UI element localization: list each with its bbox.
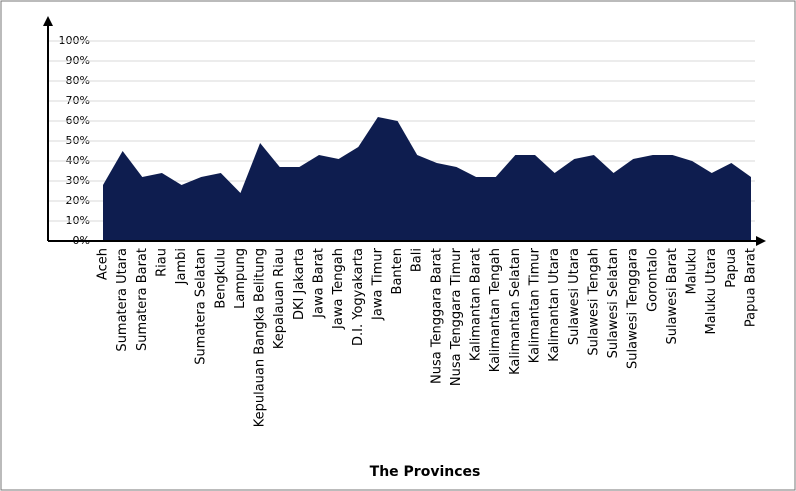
x-tick-label: Papua Barat: [744, 248, 759, 327]
x-tick-label: Papua: [724, 248, 739, 288]
x-tick-label: Sumatera Barat: [135, 248, 150, 351]
x-tick-label: Aceh: [96, 248, 111, 280]
x-tick-label: Kalimantan Barat: [469, 248, 484, 361]
x-tick-label: Gorontalo: [645, 248, 660, 312]
x-axis-label: The Provinces: [370, 464, 481, 480]
x-tick-label: Lampung: [233, 248, 248, 309]
x-tick-label: Jawa Tengah: [331, 248, 346, 330]
x-tick-label: Kalimantan Selatan: [508, 248, 523, 375]
x-tick-label: Sulawesi Tengah: [586, 248, 601, 356]
x-tick-label: Jambi: [174, 248, 189, 285]
x-tick-label: Sulawesi Tenggara: [626, 248, 641, 369]
x-tick-label: Sumatera Utara: [115, 248, 130, 352]
x-tick-label: Kalimantan Tengah: [488, 248, 503, 372]
x-tick-label: Kalimantan Utara: [547, 248, 562, 362]
x-axis-arrow: [756, 236, 766, 246]
x-tick-label: Maluku: [685, 248, 700, 294]
x-tick-label: Sulawesi Utara: [567, 248, 582, 345]
x-tick-label: Sulawesi Barat: [665, 248, 680, 345]
x-tick-label: Sumatera Selatan: [194, 248, 209, 365]
x-tick-label: Bengkulu: [213, 248, 228, 309]
x-tick-label: D.I. Yogyakarta: [351, 248, 366, 346]
x-tick-label: Kepalauan Riau: [272, 248, 287, 349]
x-tick-label: Sulawesi Selatan: [606, 248, 621, 358]
x-tick-label: Bali: [410, 248, 425, 272]
x-tick-label: Kepulauan Bangka Belitung: [253, 248, 268, 427]
x-tick-label: Nusa Tenggara Barat: [429, 248, 444, 384]
x-tick-label: Banten: [390, 248, 405, 294]
x-tick-label: Kalimantan Timur: [528, 247, 543, 363]
y-axis-arrow: [43, 16, 53, 26]
x-tick-label: Riau: [154, 248, 169, 277]
x-tick-label: Maluku Utara: [704, 248, 719, 334]
x-tick-label: Jawa Barat: [312, 248, 327, 319]
x-tick-label: Nusa Tenggara Timur: [449, 247, 464, 386]
area: [103, 117, 751, 241]
x-tick-label: Jawa Timur: [370, 247, 385, 321]
x-tick-label: DKI Jakarta: [292, 248, 307, 320]
